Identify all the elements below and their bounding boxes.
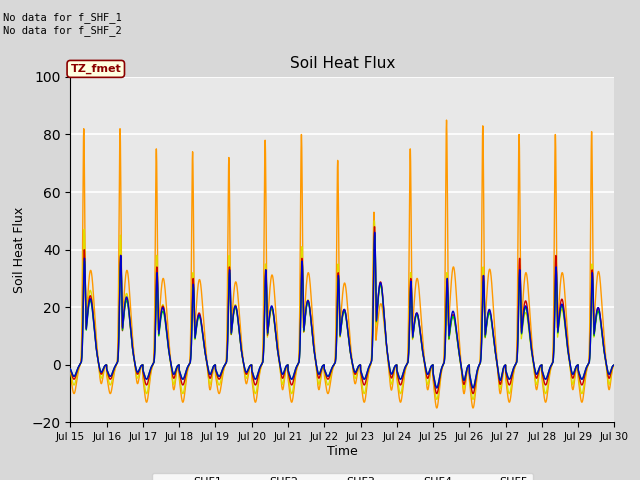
Title: Soil Heat Flux: Soil Heat Flux bbox=[290, 57, 395, 72]
Legend: SHF1, SHF2, SHF3, SHF4, SHF5: SHF1, SHF2, SHF3, SHF4, SHF5 bbox=[152, 473, 533, 480]
Text: TZ_fmet: TZ_fmet bbox=[70, 64, 121, 74]
X-axis label: Time: Time bbox=[327, 445, 358, 458]
Text: No data for f_SHF_2: No data for f_SHF_2 bbox=[3, 25, 122, 36]
Y-axis label: Soil Heat Flux: Soil Heat Flux bbox=[13, 206, 26, 293]
Text: No data for f_SHF_1: No data for f_SHF_1 bbox=[3, 12, 122, 23]
